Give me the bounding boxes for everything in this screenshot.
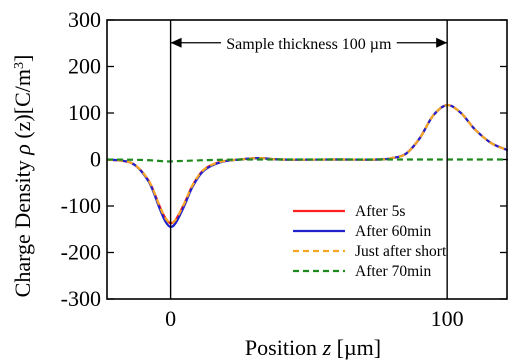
x-axis-title-post: [µm] xyxy=(331,335,381,360)
x-tick-label: 0 xyxy=(165,306,176,331)
legend-label: After 60min xyxy=(355,223,431,240)
y-tick-label: 0 xyxy=(90,147,101,172)
y-axis-title: Charge Density ρ (z)[C/m3] xyxy=(10,55,35,298)
thickness-arrow-right-head xyxy=(436,37,448,48)
legend: After 5s After 60min Just after short After… xyxy=(293,203,447,280)
plot-frame xyxy=(106,19,508,300)
y-tick-label: -300 xyxy=(61,286,101,311)
legend-label: After 70min xyxy=(355,263,431,280)
y-axis-title-sup: 3 xyxy=(12,62,27,69)
y-tick-label: 100 xyxy=(68,100,101,125)
x-tick-label: 100 xyxy=(431,306,464,331)
legend-label: Just after short xyxy=(355,243,447,260)
y-tick-label: 200 xyxy=(68,54,101,79)
y-axis-title-var: ρ xyxy=(10,144,35,156)
y-axis-title-end: ] xyxy=(10,55,35,62)
y-tick-label: 300 xyxy=(68,7,101,32)
y-tick-label: -100 xyxy=(61,193,101,218)
thickness-arrow-left-head xyxy=(170,37,182,48)
y-tick-label: -200 xyxy=(61,240,101,265)
x-axis-title: Position z [µm] xyxy=(245,335,381,360)
ticks-layer: 300 200 100 0 -100 -200 -300 0 100 xyxy=(61,7,507,331)
sample-thickness-annotation: Sample thickness 100 µm xyxy=(226,36,392,53)
x-axis-title-pre: Position xyxy=(245,335,323,360)
x-axis-title-var: z xyxy=(322,335,332,360)
legend-label: After 5s xyxy=(355,203,405,220)
y-axis-title-pre: Charge Density xyxy=(10,155,35,298)
annotation-label-background xyxy=(221,30,397,55)
y-axis-title-post: (z)[C/m xyxy=(10,69,35,144)
